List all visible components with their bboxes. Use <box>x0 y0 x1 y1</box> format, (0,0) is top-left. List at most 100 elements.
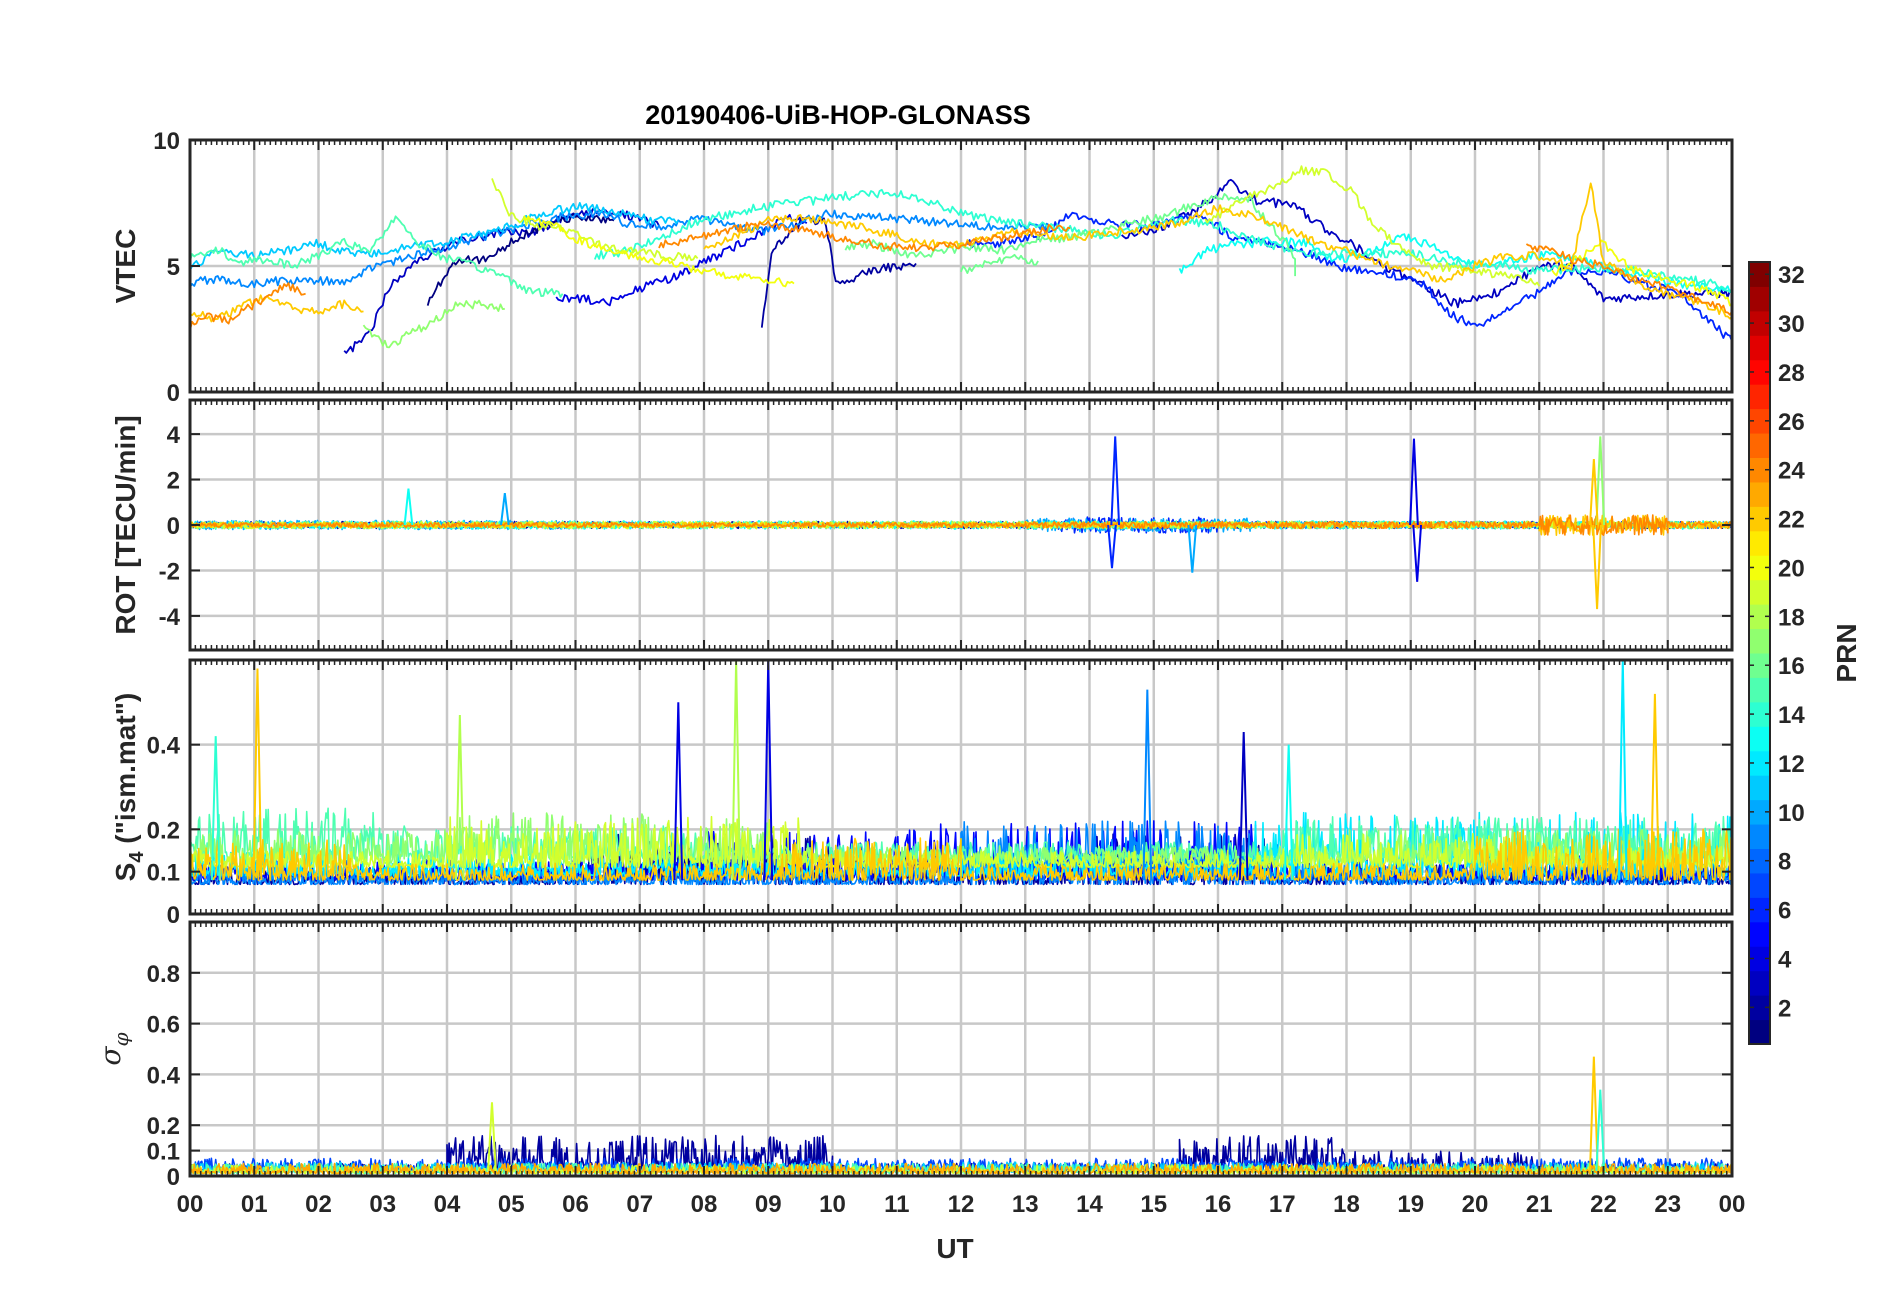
colorbar-tick-label: 12 <box>1778 751 1805 778</box>
spike-prn-22 <box>1650 693 1660 881</box>
x-tick-label: 17 <box>1269 1191 1296 1218</box>
colorbar-label: PRN <box>1831 623 1862 682</box>
spike-prn-10 <box>499 493 510 526</box>
y-tick-label: 5 <box>167 254 180 281</box>
y-label-subscript: 4 <box>126 851 148 863</box>
y-tick-label: 0 <box>167 902 180 929</box>
y-tick-label: 0.2 <box>147 817 180 844</box>
series-group-rot <box>190 436 1732 610</box>
x-tick-label: 00 <box>1719 1191 1746 1218</box>
spike-prn-6 <box>1107 524 1117 569</box>
x-tick-label: 10 <box>819 1191 846 1218</box>
series-line-prn-15 <box>190 215 564 298</box>
colorbar-tick-label: 30 <box>1778 311 1805 338</box>
series-line-prn-24 <box>658 220 1071 253</box>
series-line-prn-24 <box>190 282 306 331</box>
spike-prn-18 <box>731 660 741 881</box>
colorbar-band <box>1749 799 1770 825</box>
series-line-prn-11 <box>190 201 679 271</box>
spike-prn-18 <box>454 715 465 881</box>
colorbar-band <box>1749 995 1770 1021</box>
chart-title: 20190406-UiB-HOP-GLONASS <box>645 100 1031 130</box>
y-tick-label: 0.1 <box>147 860 180 887</box>
y-tick-label: 0.4 <box>147 1062 181 1089</box>
spike-prn-3 <box>1238 731 1249 881</box>
colorbar-tick-label: 6 <box>1778 898 1791 925</box>
colorbar-tick-label: 8 <box>1778 849 1791 876</box>
spike-prn-22 <box>1589 1056 1599 1171</box>
x-axis-label: UT <box>936 1233 973 1264</box>
spike-prn-12 <box>1617 660 1628 881</box>
colorbar-tick-label: 10 <box>1778 800 1805 827</box>
colorbar-band <box>1749 653 1770 678</box>
colorbar-band <box>1749 726 1770 752</box>
y-tick-label: 0.8 <box>147 961 180 988</box>
spike-prn-13 <box>1283 744 1294 881</box>
y-tick-label: 0.2 <box>147 1113 180 1140</box>
y-label-part: σ <box>94 1046 127 1066</box>
spike-prn-13 <box>403 488 414 526</box>
y-tick-label: 4 <box>167 422 181 449</box>
colorbar-band <box>1749 530 1770 556</box>
x-tick-label: 01 <box>241 1191 268 1218</box>
spike-prn-22 <box>1589 459 1599 526</box>
y-axis-label-s4: S4 ("ism.mat") <box>110 693 148 882</box>
colorbar-tick-label: 32 <box>1778 262 1805 289</box>
colorbar-band <box>1749 506 1770 532</box>
series-line-prn-13 <box>1178 233 1732 294</box>
colorbar-band <box>1749 970 1770 996</box>
x-tick-label: 19 <box>1397 1191 1424 1218</box>
series-group-vtec <box>190 165 1732 354</box>
y-tick-label: 0 <box>167 380 180 407</box>
colorbar-tick-label: 20 <box>1778 555 1805 582</box>
colorbar-band <box>1749 384 1770 410</box>
y-label-part: S <box>110 863 141 882</box>
colorbar-band <box>1749 579 1770 605</box>
colorbar-band <box>1749 775 1770 801</box>
x-tick-label: 02 <box>305 1191 332 1218</box>
colorbar-band <box>1749 897 1770 923</box>
y-tick-label: 0 <box>167 513 180 540</box>
colorbar-band <box>1749 433 1770 458</box>
spike-prn-6 <box>1110 436 1121 526</box>
y-label-subscript: φ <box>109 1032 133 1046</box>
panel-rot: -4 -2 0 2 4 ROT [TECU/min] <box>110 398 1734 652</box>
x-tick-label: 05 <box>498 1191 525 1218</box>
spike-prn-4 <box>1412 524 1423 582</box>
y-tick-label: 0.1 <box>147 1139 180 1166</box>
spike-prn-4 <box>763 660 774 881</box>
x-tick-label: 08 <box>691 1191 718 1218</box>
x-tick-label: 12 <box>948 1191 975 1218</box>
y-axis-label-vtec: VTEC <box>110 229 141 304</box>
series-line-prn-9 <box>190 209 1052 289</box>
colorbar-band <box>1749 359 1770 385</box>
spike-prn-17 <box>1595 436 1606 526</box>
series-line-prn-22 <box>703 182 1732 320</box>
spike-prn-9 <box>1142 689 1153 881</box>
x-tick-label: 11 <box>884 1191 909 1218</box>
colorbar-band <box>1749 848 1770 874</box>
y-tick-label: 0.4 <box>147 733 181 760</box>
y-tick-label: 0 <box>167 1164 180 1191</box>
colorbar-tick-label: 22 <box>1778 507 1805 534</box>
colorbar-band <box>1749 604 1770 630</box>
x-tick-label: 07 <box>626 1191 653 1218</box>
spike-prn-14 <box>1595 1089 1606 1171</box>
x-tick-label: 09 <box>755 1191 782 1218</box>
y-axis-label-sigma_phi: σφ <box>94 1032 133 1065</box>
y-axis-label-rot: ROT [TECU/min] <box>110 415 141 634</box>
y-tick-label: 0.6 <box>147 1012 180 1039</box>
series-line-prn-20 <box>523 215 795 288</box>
series-trace-prn-24 <box>190 514 1732 536</box>
series-line-prn-14 <box>593 188 1732 293</box>
spike-prn-4 <box>1409 438 1419 526</box>
colorbar-band <box>1749 262 1770 287</box>
colorbar-band <box>1749 824 1770 849</box>
colorbar-tick-label: 4 <box>1778 946 1792 973</box>
colorbar-tick-label: 28 <box>1778 360 1805 387</box>
series-group-s4 <box>190 660 1732 886</box>
colorbar-band <box>1749 555 1770 581</box>
series-line-prn-19 <box>1204 165 1541 287</box>
colorbar-tick-label: 24 <box>1778 458 1805 485</box>
